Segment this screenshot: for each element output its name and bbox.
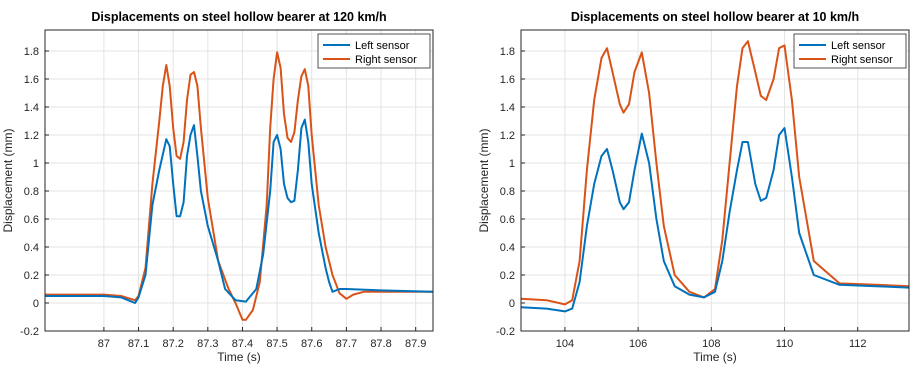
y-tick-label: 0 — [509, 298, 515, 310]
x-axis-label: Time (s) — [217, 350, 261, 364]
y-tick-label: 1.6 — [500, 74, 515, 86]
legend-label: Right sensor — [355, 54, 417, 66]
y-tick-label: 1.6 — [24, 74, 39, 86]
y-tick-label: 1.8 — [24, 46, 39, 58]
x-tick-label: 108 — [702, 338, 720, 350]
y-tick-label: 1.2 — [500, 130, 515, 142]
x-tick-label: 87 — [98, 338, 110, 350]
x-tick-label: 87.5 — [266, 338, 287, 350]
series-line-right-sensor — [45, 51, 433, 321]
y-axis-label: Displacement (mm) — [477, 128, 491, 232]
x-tick-label: 87.9 — [405, 338, 426, 350]
x-tick-label: 106 — [629, 338, 647, 350]
y-tick-label: 1.8 — [500, 46, 515, 58]
y-tick-label: 0.8 — [24, 186, 39, 198]
axes-box — [520, 29, 910, 332]
x-tick-label: 110 — [776, 338, 794, 350]
x-tick-label: 104 — [556, 338, 574, 350]
y-tick-label: 0.6 — [24, 214, 39, 226]
series-line-right-sensor — [521, 40, 909, 306]
legend-box — [793, 33, 907, 69]
y-tick-label: 1 — [33, 158, 39, 170]
legend-label: Right sensor — [831, 54, 893, 66]
axes-box — [44, 29, 434, 332]
y-tick-label: 0 — [33, 298, 39, 310]
x-tick-label: 87.1 — [128, 338, 149, 350]
series-line-left-sensor — [521, 127, 909, 313]
legend-label: Left sensor — [831, 40, 886, 52]
x-tick-label: 112 — [849, 338, 867, 350]
y-tick-label: 0.4 — [500, 242, 515, 254]
plot-area — [45, 30, 433, 331]
legend: Left sensor Right sensor — [317, 33, 431, 69]
y-tick-label: 0.4 — [24, 242, 39, 254]
chart-title: Displacements on steel hollow bearer at … — [91, 10, 386, 24]
x-tick-label: 87.3 — [197, 338, 218, 350]
y-tick-label: 0.6 — [500, 214, 515, 226]
legend-label: Left sensor — [355, 40, 410, 52]
chart-panel-2: 104 106 108 110 112 -0.2 0 0.2 0.4 0.6 0.8 1 1.2 1.4 1… — [477, 10, 910, 364]
x-tick-label: 87.6 — [301, 338, 322, 350]
y-tick-label: -0.2 — [20, 326, 39, 338]
y-tick-label: 0.8 — [500, 186, 515, 198]
x-axis-label: Time (s) — [693, 350, 737, 364]
y-axis-label: Displacement (mm) — [1, 128, 15, 232]
chart-panel-1: 87 87.1 87.2 87.3 87.4 87.5 87.6 87.7 87.8 87.9 -0… — [1, 10, 434, 364]
y-tick-label: 0.2 — [24, 270, 39, 282]
legend: Left sensor Right sensor — [793, 33, 907, 69]
y-tick-label: 1 — [509, 158, 515, 170]
y-tick-label: 1.2 — [24, 130, 39, 142]
legend-box — [317, 33, 431, 69]
chart-title: Displacements on steel hollow bearer at … — [571, 10, 859, 24]
x-tick-label: 87.2 — [162, 338, 183, 350]
y-tick-label: -0.2 — [496, 326, 515, 338]
y-tick-label: 1.4 — [500, 102, 515, 114]
x-tick-label: 87.4 — [232, 338, 253, 350]
x-tick-label: 87.7 — [336, 338, 357, 350]
x-tick-label: 87.8 — [370, 338, 391, 350]
series-line-left-sensor — [45, 118, 433, 304]
y-tick-label: 0.2 — [500, 270, 515, 282]
y-tick-label: 1.4 — [24, 102, 39, 114]
